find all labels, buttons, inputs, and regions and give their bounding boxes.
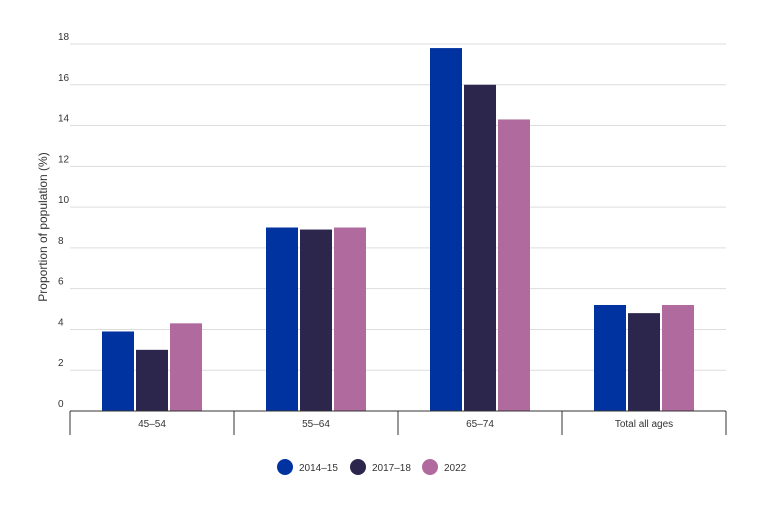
x-axis	[69, 410, 727, 435]
bar-2-1	[464, 84, 496, 412]
bar-3-0	[594, 304, 626, 411]
legend-swatch	[277, 459, 293, 475]
legend-label: 2014–15	[299, 463, 338, 474]
y-tick-label: 10	[58, 195, 70, 206]
legend: 2014–15 2017–18 2022	[277, 459, 467, 475]
legend-label: 2022	[444, 463, 467, 474]
x-axis-labels: 45–54 55–64 65–74 Total all ages	[138, 419, 673, 430]
y-tick-label: 16	[58, 73, 70, 84]
bar-2-0	[430, 48, 462, 411]
x-category-label: Total all ages	[615, 419, 673, 430]
y-tick-label: 14	[58, 114, 70, 125]
y-tick-label: 8	[58, 236, 64, 247]
bar-1-0	[266, 227, 298, 411]
y-tick-label: 18	[58, 32, 70, 43]
gridlines	[70, 43, 726, 371]
bar-0-1	[136, 349, 168, 411]
bar-3-1	[628, 313, 660, 411]
bar-1-1	[300, 229, 332, 411]
x-category-label: 45–54	[138, 419, 166, 430]
y-tick-label: 12	[58, 154, 70, 165]
y-tick-label: 0	[58, 399, 64, 410]
x-category-label: 65–74	[466, 419, 494, 430]
bars	[102, 48, 694, 412]
legend-label: 2017–18	[372, 463, 411, 474]
bar-2-2	[498, 119, 530, 411]
bar-1-2	[334, 227, 366, 411]
bar-0-2	[170, 323, 202, 411]
bar-3-2	[662, 304, 694, 411]
y-tick-label: 4	[58, 317, 64, 328]
legend-swatch	[350, 459, 366, 475]
y-tick-label: 6	[58, 277, 64, 288]
y-axis-title: Proportion of population (%)	[36, 152, 50, 301]
legend-swatch	[422, 459, 438, 475]
y-axis-ticks: 0 2 4 6 8 10 12 14 16 18	[58, 32, 70, 410]
x-category-label: 55–64	[302, 419, 330, 430]
bar-0-0	[102, 331, 134, 411]
y-tick-label: 2	[58, 358, 64, 369]
